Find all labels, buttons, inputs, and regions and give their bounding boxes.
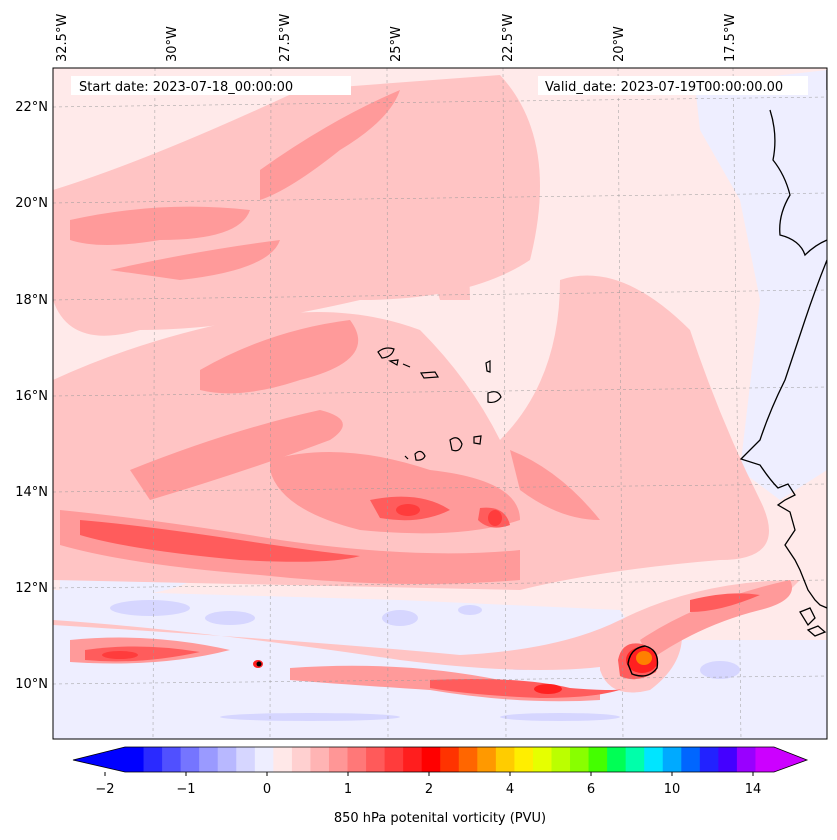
lon-label: 17.5°W	[723, 14, 738, 62]
colorbar-cell	[236, 747, 256, 772]
colorbar-ticks: −2 −1 0 1 2 4 6 10 14	[95, 772, 761, 797]
colorbar-cell	[699, 747, 719, 772]
colorbar-cell	[180, 747, 200, 772]
lat-label: 10°N	[15, 677, 48, 692]
lat-label: 20°N	[15, 196, 48, 211]
colorbar-cell	[143, 747, 163, 772]
africa-coastline	[739, 70, 827, 637]
colorbar-tick-label: −1	[176, 782, 195, 797]
colorbar-cell	[125, 747, 145, 772]
latitude-labels: 22°N 20°N 18°N 16°N 14°N 12°N 10°N	[15, 100, 48, 692]
colorbar-tick-label: 0	[263, 782, 271, 797]
lon-label: 32.5°W	[55, 14, 70, 62]
colorbar-cell	[755, 747, 775, 772]
map-panel	[53, 68, 827, 739]
colorbar-cell	[551, 747, 571, 772]
colorbar-max-extension	[774, 747, 807, 772]
colorbar-cell	[384, 747, 404, 772]
colorbar-tick-label: 1	[344, 782, 352, 797]
colorbar-cell	[199, 747, 219, 772]
colorbar-cell	[403, 747, 423, 772]
vortex-contour	[627, 645, 659, 677]
colorbar-cell	[532, 747, 553, 772]
lon-label: 25°W	[389, 26, 404, 62]
lon-label: 30°W	[165, 26, 180, 62]
lon-label: 22.5°W	[501, 14, 516, 62]
colorbar-cell	[681, 747, 701, 772]
start-date-box	[71, 76, 351, 95]
colorbar-cells	[125, 747, 775, 772]
colorbar-cell	[570, 747, 590, 772]
colorbar-cell	[607, 747, 627, 772]
colorbar-tick-label: −2	[95, 782, 114, 797]
colorbar-outline	[72, 746, 809, 773]
colorbar: −2 −1 0 1 2 4 6 10 14 850 hPa potenital …	[72, 746, 809, 826]
colorbar-tick-label: 10	[664, 782, 681, 797]
colorbar-cell	[495, 747, 515, 772]
colorbar-cell	[310, 747, 330, 772]
colorbar-cell	[458, 747, 478, 772]
intense-red-areas	[102, 504, 658, 694]
colorbar-label: 850 hPa potenital vorticity (PVU)	[334, 811, 546, 826]
info-header: Start date: 2023-07-18_00:00:00 Valid_da…	[71, 76, 808, 95]
colorbar-cell	[162, 747, 182, 772]
lon-label: 20°W	[612, 26, 627, 62]
colorbar-cell	[644, 747, 664, 772]
colorbar-cell	[477, 747, 497, 772]
colorbar-cell	[217, 747, 237, 772]
lat-label: 12°N	[15, 581, 48, 596]
longitude-labels: 32.5°W 30°W 27.5°W 25°W 22.5°W 20°W 17.5…	[55, 14, 738, 62]
colorbar-cell	[366, 747, 386, 772]
valid-date-text: Valid_date: 2023-07-19T00:00:00.00	[545, 80, 783, 95]
colorbar-cell	[662, 747, 682, 772]
start-date-text: Start date: 2023-07-18_00:00:00	[79, 80, 293, 95]
lat-label: 14°N	[15, 485, 48, 500]
colorbar-cell	[588, 747, 608, 772]
colorbar-cell	[514, 747, 534, 772]
colorbar-cell	[625, 747, 645, 772]
colorbar-cell	[718, 747, 738, 772]
lon-label: 27.5°W	[278, 14, 293, 62]
colorbar-tick-label: 14	[745, 782, 762, 797]
lat-label: 22°N	[15, 100, 48, 115]
colorbar-cell	[736, 747, 757, 772]
colorbar-cell	[440, 747, 460, 772]
colorbar-cell	[347, 747, 367, 772]
colorbar-tick-label: 6	[587, 782, 595, 797]
lat-label: 18°N	[15, 293, 48, 308]
valid-date-box	[538, 76, 808, 95]
colorbar-cell	[291, 747, 312, 772]
colorbar-tick-label: 2	[425, 782, 433, 797]
map-frame	[52, 67, 828, 740]
gridlines	[53, 68, 827, 739]
colorbar-cell	[254, 747, 274, 772]
colorbar-tick-label: 4	[506, 782, 514, 797]
colorbar-cell	[273, 747, 293, 772]
colorbar-cell	[328, 747, 349, 772]
colorbar-cell	[421, 747, 441, 772]
cape-verde-islands	[377, 347, 502, 461]
colorbar-min-extension	[73, 747, 125, 772]
lat-label: 16°N	[15, 389, 48, 404]
